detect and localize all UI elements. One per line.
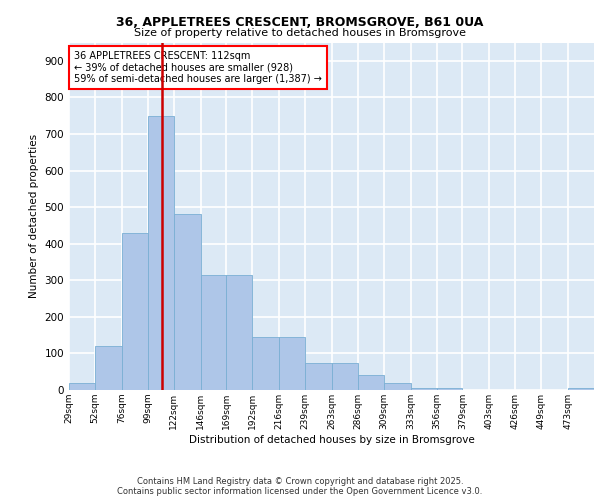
Text: Size of property relative to detached houses in Bromsgrove: Size of property relative to detached ho… xyxy=(134,28,466,38)
Bar xyxy=(148,116,173,390)
Bar xyxy=(95,346,122,390)
X-axis label: Distribution of detached houses by size in Bromsgrove: Distribution of detached houses by size … xyxy=(188,434,475,444)
Bar xyxy=(305,362,332,390)
Bar xyxy=(568,388,594,390)
Bar xyxy=(384,382,411,390)
Bar xyxy=(122,232,148,390)
Bar xyxy=(200,275,226,390)
Bar xyxy=(252,337,279,390)
Text: Contains HM Land Registry data © Crown copyright and database right 2025.
Contai: Contains HM Land Registry data © Crown c… xyxy=(118,476,482,496)
Bar xyxy=(411,388,437,390)
Bar xyxy=(358,376,384,390)
Text: 36 APPLETREES CRESCENT: 112sqm
← 39% of detached houses are smaller (928)
59% of: 36 APPLETREES CRESCENT: 112sqm ← 39% of … xyxy=(74,51,322,84)
Text: 36, APPLETREES CRESCENT, BROMSGROVE, B61 0UA: 36, APPLETREES CRESCENT, BROMSGROVE, B61… xyxy=(116,16,484,29)
Bar xyxy=(173,214,200,390)
Bar xyxy=(279,337,305,390)
Y-axis label: Number of detached properties: Number of detached properties xyxy=(29,134,39,298)
Bar xyxy=(226,275,252,390)
Bar xyxy=(332,362,358,390)
Bar xyxy=(437,388,463,390)
Bar xyxy=(69,382,95,390)
